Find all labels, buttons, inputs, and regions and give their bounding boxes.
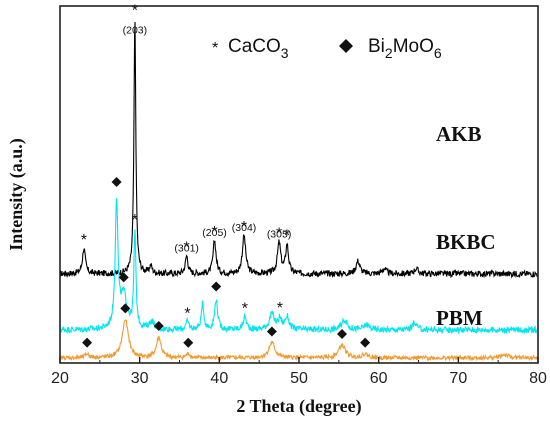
star-marker: * (241, 219, 247, 236)
legend: * CaCO3 Bi2MoO6 (212, 36, 442, 61)
star-marker: * (284, 228, 290, 245)
x-tick-label: 70 (449, 370, 467, 387)
star-marker: * (184, 239, 190, 256)
diamond-marker (82, 337, 93, 348)
diamond-marker (337, 328, 348, 339)
x-tick-label: 30 (131, 370, 149, 387)
legend-star-marker: * (212, 40, 218, 57)
x-tick-label: 40 (210, 370, 228, 387)
diamond-marker (266, 326, 277, 337)
hkl-label: (205) (202, 227, 227, 239)
series-line-akb (59, 21, 538, 279)
star-marker: * (132, 3, 138, 20)
hkl-label: (301) (174, 242, 199, 254)
diamond-marker (211, 281, 222, 292)
hkl-label: (304) (232, 222, 257, 234)
diamond-marker (153, 320, 164, 331)
diamond-marker (111, 176, 122, 187)
star-marker: * (242, 301, 248, 318)
series-label-akb: AKB (436, 122, 482, 146)
legend-entry-bi2moo6: Bi2MoO6 (368, 36, 442, 61)
series-label-pbm: PBM (436, 306, 483, 330)
y-axis-label: Intensity (a.u.) (6, 138, 27, 251)
star-marker: * (211, 224, 217, 241)
star-marker: * (184, 305, 190, 322)
series-label-bkbc: BKBC (436, 230, 496, 254)
star-marker: * (276, 226, 282, 243)
star-marker: * (81, 232, 87, 249)
peak-markers: **** * * *(203)(301)(205) (304)(305)** * * (81, 3, 371, 348)
x-tick-label: 20 (51, 370, 69, 387)
diamond-marker (183, 337, 194, 348)
star-marker: * (132, 212, 138, 229)
diamond-marker (360, 337, 371, 348)
diamond-marker (120, 303, 131, 314)
series-line-bkbc (59, 198, 539, 335)
hkl-label: (305) (267, 229, 292, 241)
legend-entry-caco3: CaCO3 (228, 36, 289, 61)
x-tick-label: 60 (370, 370, 388, 387)
diamond-marker (118, 272, 129, 283)
x-tick-label: 80 (529, 370, 547, 387)
star-marker: * (277, 300, 283, 317)
x-ticks: 20 30 40 50 60 70 80 (51, 357, 547, 387)
x-axis-label: 2 Theta (degree) (236, 396, 361, 417)
hkl-label: (203) (123, 25, 148, 37)
legend-diamond-marker (339, 39, 353, 53)
series-labels: AKB BKBC PBM (436, 122, 496, 330)
x-tick-label: 50 (290, 370, 308, 387)
